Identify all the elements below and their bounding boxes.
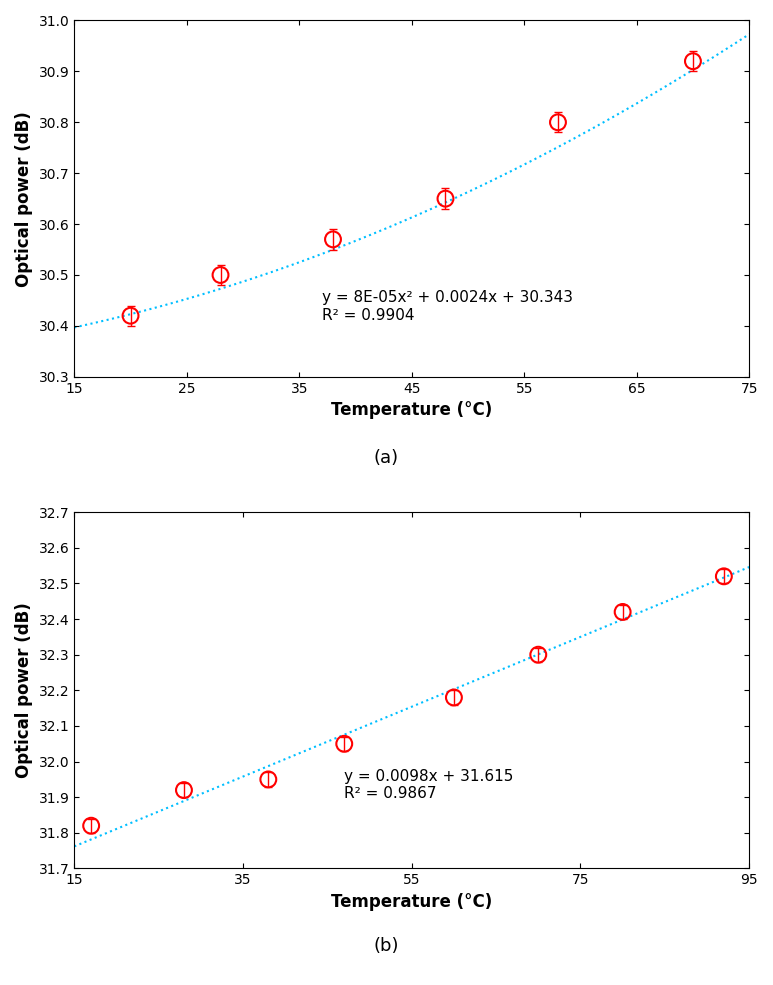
Point (616, 604, 628, 620)
Point (448, 690, 460, 705)
Point (717, 568, 730, 584)
Point (85, 818, 97, 833)
Point (124, 308, 137, 324)
X-axis label: Temperature (°C): Temperature (°C) (331, 401, 492, 420)
Point (439, 191, 451, 207)
Point (262, 771, 274, 787)
Text: y = 0.0098x + 31.615
R² = 0.9867: y = 0.0098x + 31.615 R² = 0.9867 (344, 768, 513, 801)
Point (214, 267, 226, 283)
Point (178, 782, 190, 798)
Point (532, 647, 544, 663)
Y-axis label: Optical power (dB): Optical power (dB) (15, 110, 33, 287)
Point (338, 736, 350, 752)
Text: y = 8E-05x² + 0.0024x + 30.343
R² = 0.9904: y = 8E-05x² + 0.0024x + 30.343 R² = 0.99… (322, 291, 573, 323)
Text: (a): (a) (374, 449, 399, 467)
Point (327, 231, 339, 247)
Text: (b): (b) (374, 937, 399, 954)
Point (686, 53, 699, 69)
Point (552, 114, 564, 130)
Y-axis label: Optical power (dB): Optical power (dB) (15, 603, 33, 778)
X-axis label: Temperature (°C): Temperature (°C) (331, 892, 492, 911)
